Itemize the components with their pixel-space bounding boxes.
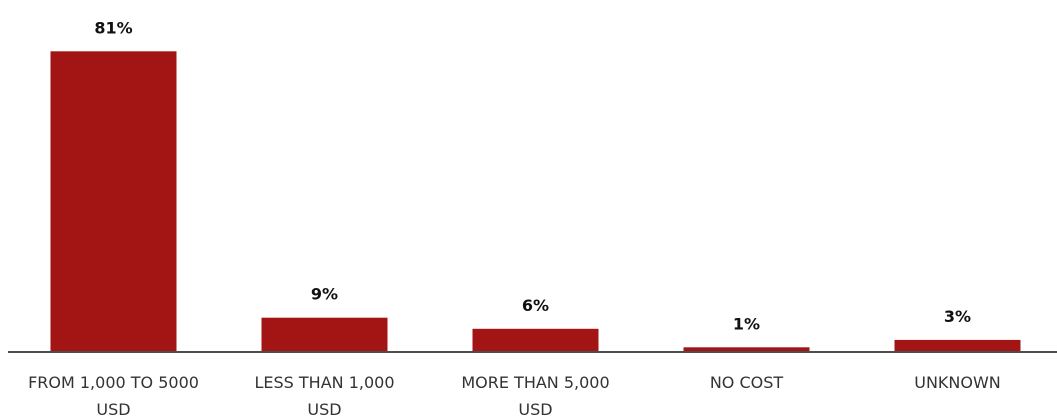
bars-group: [50, 51, 1021, 352]
category-label: LESS THAN 1,000: [254, 373, 394, 392]
bar: [50, 51, 177, 352]
bar: [472, 328, 599, 351]
bar: [894, 339, 1021, 351]
category-label: MORE THAN 5,000: [461, 373, 609, 392]
bar: [683, 347, 810, 351]
category-label: USD: [307, 400, 341, 419]
category-label: NO COST: [710, 373, 784, 392]
category-labels-group: FROM 1,000 TO 5000 USD LESS THAN 1,000 USD M…: [28, 373, 1001, 419]
category-label: USD: [96, 400, 130, 419]
data-label: 6%: [522, 296, 549, 315]
data-label: 3%: [944, 307, 971, 326]
data-label: 9%: [311, 285, 338, 304]
data-label: 1%: [733, 314, 760, 333]
data-labels-group: 81% 9% 6% 1% 3%: [94, 18, 971, 333]
category-label: FROM 1,000 TO 5000: [28, 373, 199, 392]
category-label: UNKNOWN: [914, 373, 1001, 392]
category-label: USD: [518, 400, 552, 419]
data-label: 81%: [94, 18, 132, 37]
bar: [261, 317, 388, 351]
